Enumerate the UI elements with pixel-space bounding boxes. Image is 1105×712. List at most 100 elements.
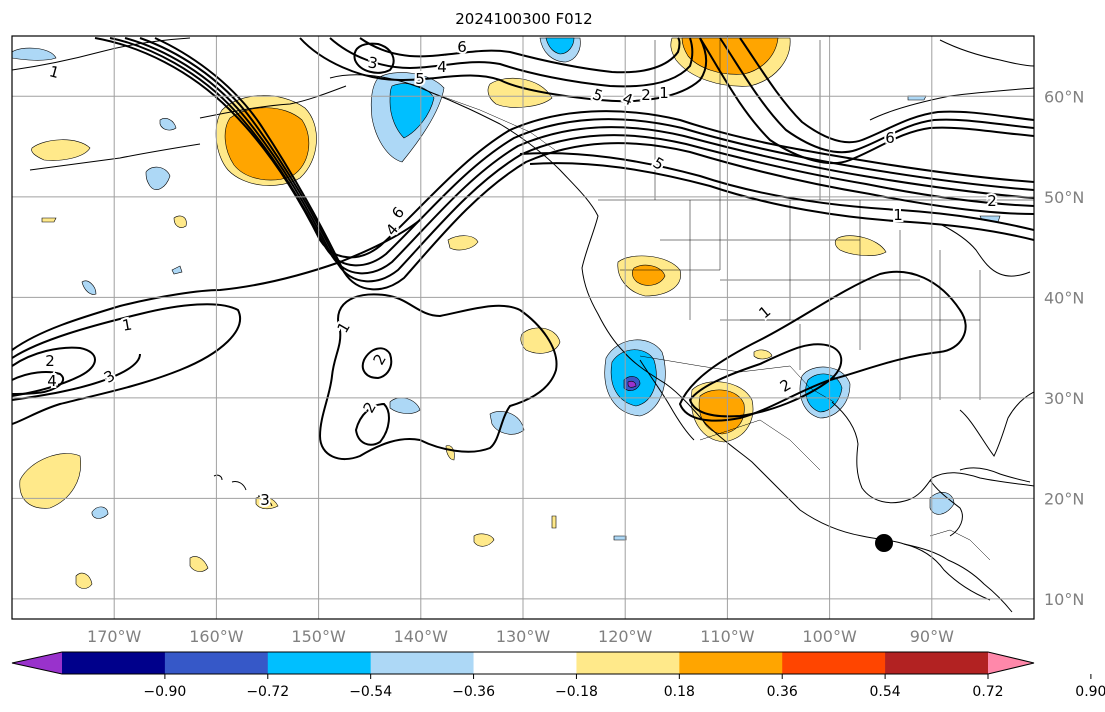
fill-neg-small-12 bbox=[613, 535, 627, 541]
fill-pos-offshore-30n bbox=[520, 327, 561, 354]
contour-label: 6 bbox=[457, 38, 467, 56]
fill-pos-small-3 bbox=[75, 572, 93, 589]
contour-label: 1 bbox=[893, 206, 903, 224]
colorbar-extend-low bbox=[12, 652, 62, 674]
colorbar-segment bbox=[885, 652, 989, 674]
colorbar-tick-label: −0.54 bbox=[349, 684, 392, 700]
fill-neg-small-8 bbox=[929, 492, 955, 515]
contour-label: 2 bbox=[641, 86, 651, 104]
contour-label: 6 bbox=[885, 129, 895, 147]
fill-neg-socal-peak bbox=[627, 380, 637, 388]
border-central-america bbox=[929, 529, 991, 561]
latitude-label: 40°N bbox=[1044, 288, 1084, 307]
coast-central-america bbox=[903, 543, 1013, 613]
latitude-label: 60°N bbox=[1044, 87, 1084, 106]
coast-yucatan bbox=[929, 479, 963, 537]
contour-ne-2 bbox=[719, 37, 1034, 154]
longitude-label: 110°W bbox=[700, 627, 755, 646]
longitude-label: 100°W bbox=[802, 627, 857, 646]
contour-pacific-5 bbox=[12, 353, 141, 401]
fill-pos-small-4 bbox=[189, 556, 209, 572]
contour-pacific-4 bbox=[12, 371, 65, 395]
fill-pos-small-5 bbox=[473, 533, 495, 547]
island-hawaii-1 bbox=[213, 474, 223, 481]
fill-pos-small-2 bbox=[255, 496, 279, 510]
contour-jet-4 bbox=[139, 37, 1034, 283]
contour-north-1 bbox=[299, 37, 707, 103]
colorbar-segment bbox=[679, 652, 783, 674]
colorbar-segment bbox=[370, 652, 475, 674]
border-mexico-states bbox=[699, 419, 821, 471]
contour-pacific-2 bbox=[12, 219, 421, 351]
coast-aleutians bbox=[29, 143, 201, 171]
fill-neg-small-7 bbox=[91, 506, 109, 519]
state-line-1 bbox=[620, 200, 721, 271]
coast-alaska-peninsula bbox=[199, 85, 347, 119]
colorbar-tick-label: 0.54 bbox=[870, 684, 901, 700]
fill-neg-top-inner bbox=[545, 37, 575, 55]
contour-north-2 bbox=[329, 37, 694, 88]
coast-alaska-west bbox=[12, 37, 191, 71]
colorbar-segment bbox=[576, 652, 680, 674]
graticule bbox=[12, 36, 1034, 619]
coast-gulf-of-mexico bbox=[831, 401, 1034, 504]
longitude-label: 130°W bbox=[496, 627, 551, 646]
latitude-label: 30°N bbox=[1044, 389, 1084, 408]
contour-label: 3 bbox=[260, 491, 270, 509]
contour-jet-5 bbox=[154, 37, 1034, 291]
colorbar-segment bbox=[782, 652, 886, 674]
coast-florida bbox=[959, 391, 1034, 457]
contour-label: 5 bbox=[415, 70, 425, 88]
colorbar-tick-labels: −0.90 −0.72 −0.54 −0.36 −0.18 0.18 0.36 0.54 0.7… bbox=[143, 674, 1105, 700]
contour-jet-3 bbox=[124, 37, 1034, 275]
fill-pos-bering bbox=[31, 139, 91, 161]
coastlines bbox=[12, 37, 1034, 613]
coast-baja bbox=[639, 359, 695, 441]
colorbar-outline bbox=[11, 651, 1035, 675]
fill-pos-hawaii-west bbox=[19, 453, 81, 509]
longitude-label: 140°W bbox=[394, 627, 449, 646]
fill-pos-small-1 bbox=[447, 235, 479, 251]
colorbar-tick-label: −0.72 bbox=[246, 684, 289, 700]
map-frame bbox=[11, 35, 1035, 620]
fill-neg-small-11 bbox=[171, 265, 183, 275]
contour-label: 2 bbox=[45, 352, 55, 370]
political-borders bbox=[429, 40, 1034, 561]
colorbar-tick-label: −0.18 bbox=[555, 684, 598, 700]
contour-sw-2 bbox=[688, 343, 843, 418]
fill-pos-nevada-inner bbox=[632, 264, 666, 286]
fill-neg-small-3 bbox=[489, 411, 525, 435]
colorbar-tick-label: 0.90 bbox=[1075, 684, 1105, 700]
colorbar-tick-label: 0.72 bbox=[972, 684, 1003, 700]
fill-neg-small-4 bbox=[12, 47, 57, 61]
colorbar-tick-label: −0.36 bbox=[452, 684, 495, 700]
contour-central-2 bbox=[361, 347, 393, 380]
colorbar-segment bbox=[473, 652, 577, 674]
contour-pacific-3 bbox=[12, 346, 96, 397]
island-hawaii-2 bbox=[231, 481, 247, 491]
coast-canada-arctic bbox=[939, 39, 1034, 67]
contour-jet-south-2 bbox=[529, 162, 1034, 241]
coast-cuba bbox=[959, 467, 1031, 483]
colorbar bbox=[11, 651, 1035, 675]
contour-label: 4 bbox=[47, 372, 57, 390]
longitude-labels: 170°W 160°W 150°W 140°W 130°W 120°W 110°W 100°W… bbox=[87, 627, 954, 646]
contour-jet-2 bbox=[109, 37, 1034, 267]
longitude-label: 90°W bbox=[910, 627, 954, 646]
contour-sw-1 bbox=[678, 270, 967, 422]
coast-great-lakes bbox=[939, 223, 1031, 277]
contour-north-4 bbox=[353, 42, 395, 74]
colorbar-tick-label: 0.36 bbox=[767, 684, 798, 700]
contour-lines bbox=[12, 37, 1034, 461]
contour-ne-1 bbox=[699, 37, 1034, 164]
latitude-label: 10°N bbox=[1044, 590, 1084, 609]
contour-label: 4 bbox=[437, 58, 447, 76]
latitude-label: 20°N bbox=[1044, 489, 1084, 508]
fill-neg-small-5 bbox=[159, 118, 177, 131]
colorbar-tick-label: −0.90 bbox=[143, 684, 186, 700]
contour-central-1 bbox=[318, 293, 558, 461]
fill-pos-small-9 bbox=[41, 217, 57, 223]
map-title: 2024100300 F012 bbox=[455, 10, 593, 28]
